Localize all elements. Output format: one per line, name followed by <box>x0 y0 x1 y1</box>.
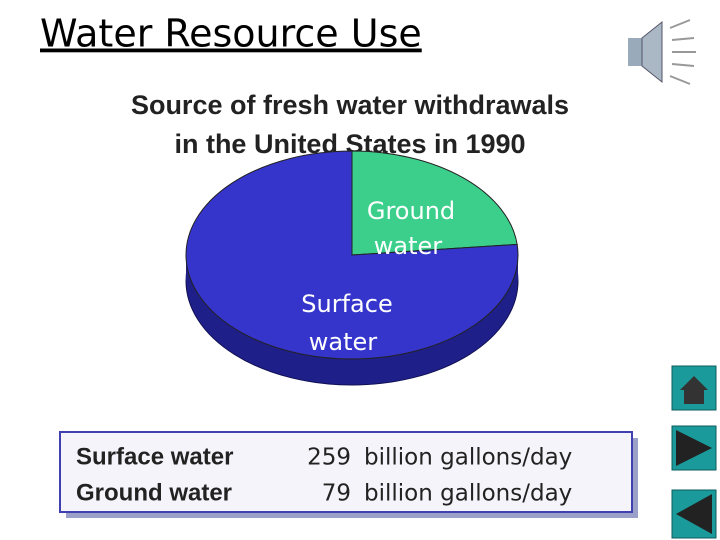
speaker-body <box>628 38 642 66</box>
back-button[interactable] <box>671 489 717 539</box>
back-icon <box>676 494 712 534</box>
pie-slice <box>351 150 518 256</box>
speaker-cone <box>641 20 663 84</box>
home-button[interactable] <box>671 365 717 411</box>
slide-title: Water Resource Use <box>40 12 422 56</box>
table-rows: Surface water 259 billion gallons/day Groun… <box>76 443 572 506</box>
home-icon <box>680 376 708 404</box>
pie: Surface water Ground water <box>185 150 519 386</box>
row-unit: billion gallons/day <box>364 481 572 507</box>
next-button[interactable] <box>671 425 717 471</box>
pie-label: water <box>374 232 443 260</box>
next-icon <box>676 430 712 466</box>
row-name: Ground water <box>76 479 232 506</box>
pie-slice <box>185 150 519 360</box>
pie-label: Surface <box>301 290 392 318</box>
row-unit: billion gallons/day <box>364 445 572 471</box>
row-value: 79 <box>322 481 351 507</box>
data-table <box>59 431 633 513</box>
row-name: Surface water <box>76 443 233 470</box>
row-value: 259 <box>307 445 351 471</box>
sound-icon[interactable] <box>628 19 696 85</box>
pie-label: water <box>309 328 378 356</box>
pie-label: Ground <box>367 197 455 225</box>
chart-title: Source of fresh water withdrawals <box>131 90 569 120</box>
sound-waves <box>669 19 696 85</box>
